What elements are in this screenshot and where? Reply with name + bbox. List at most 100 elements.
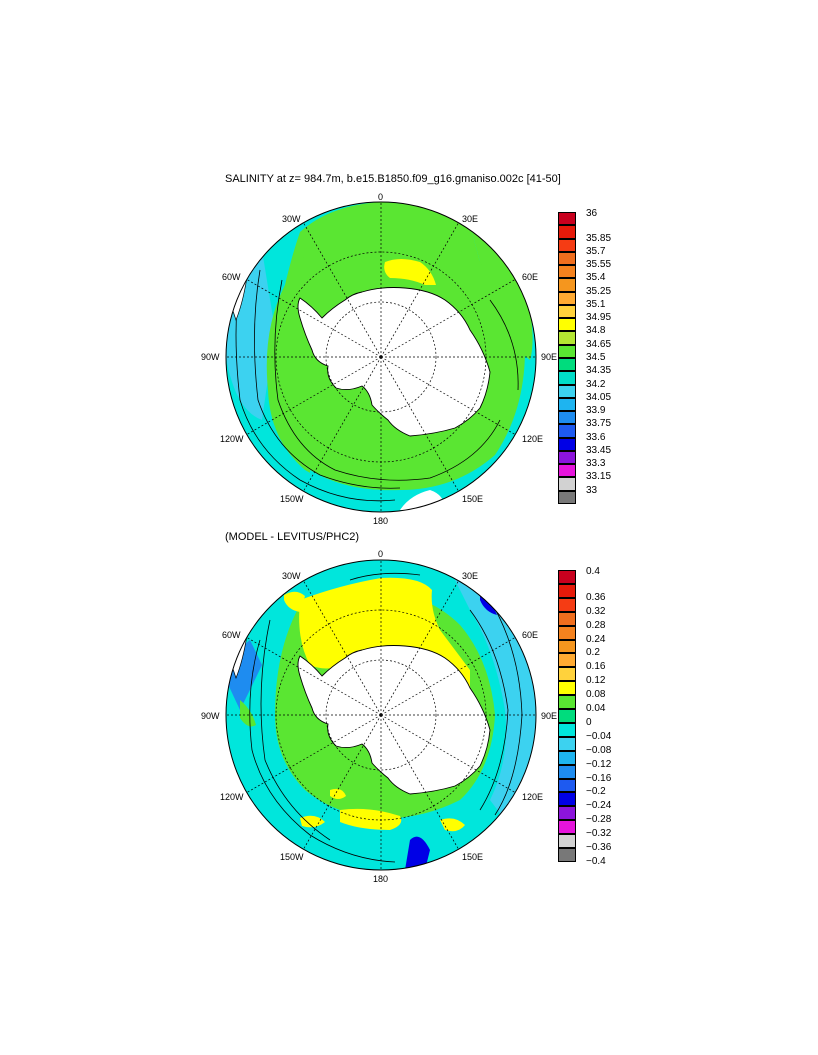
lon-label: 30E <box>462 214 479 224</box>
colorbar-label: −0.2 <box>586 786 606 798</box>
lon-label: 60W <box>222 272 241 282</box>
lon-label: 150W <box>280 494 304 504</box>
colorbar-swatch <box>558 265 576 279</box>
lon-label: 90E <box>541 352 558 362</box>
panel2-title: (MODEL - LEVITUS/PHC2) <box>225 531 360 543</box>
colorbar-swatch <box>558 318 576 332</box>
colorbar-swatch <box>558 490 576 504</box>
colorbar-label: 0.16 <box>586 661 606 673</box>
colorbar-label: −0.08 <box>586 744 612 756</box>
colorbar-swatch <box>558 806 576 821</box>
colorbar-label: −0.16 <box>586 772 612 784</box>
colorbar-swatch <box>558 597 576 612</box>
colorbar-label: 34.2 <box>586 378 606 390</box>
colorbar-label: 0.12 <box>586 675 606 687</box>
colorbar-swatch <box>558 384 576 398</box>
colorbar-swatch <box>558 291 576 305</box>
colorbar-swatch <box>558 397 576 412</box>
colorbar-label: 34.95 <box>586 312 612 324</box>
lon-label: 180 <box>373 516 389 526</box>
colorbar-label: −0.04 <box>586 730 612 742</box>
lon-label: 30W <box>282 571 301 581</box>
colorbar-swatch <box>558 570 576 584</box>
colorbar-label: −0.32 <box>586 828 612 840</box>
colorbar-label: 34.65 <box>586 338 612 350</box>
colorbar-swatch <box>558 358 576 372</box>
colorbar-swatch <box>558 695 576 710</box>
colorbar-label: 0.4 <box>586 566 600 577</box>
lon-label: 150W <box>280 852 304 862</box>
lon-label: 0 <box>378 192 384 202</box>
lon-label: 90W <box>201 711 220 721</box>
colorbar-label: 33.15 <box>586 471 612 483</box>
colorbar-label: 35.1 <box>586 298 606 310</box>
colorbar-swatch <box>558 344 576 358</box>
lon-label: 90W <box>201 352 220 362</box>
lon-label: 150E <box>462 852 484 862</box>
lon-label: 30W <box>282 214 301 224</box>
lon-label: 120W <box>220 434 244 444</box>
colorbar-swatch <box>558 371 576 385</box>
colorbar-label: 0.36 <box>586 591 606 603</box>
lon-label: 90E <box>541 711 558 721</box>
colorbar-swatch <box>558 251 576 266</box>
colorbar-label: 34.35 <box>586 365 612 377</box>
colorbar-label: −0.12 <box>586 758 612 770</box>
lon-label: 120E <box>522 434 544 444</box>
salinity-colorbar: 36 35.85 35.7 35.55 35.4 35.25 35.1 34.95 34.8 34… <box>558 208 618 508</box>
colorbar-label: 0.32 <box>586 605 606 617</box>
colorbar-label: −0.28 <box>586 814 612 826</box>
colorbar-swatch <box>558 304 576 319</box>
colorbar-swatch <box>558 450 576 465</box>
colorbar-label: 35.85 <box>586 232 612 244</box>
salinity-field <box>226 202 536 512</box>
lon-label: 120W <box>220 792 244 802</box>
colorbar-swatch <box>558 278 576 292</box>
colorbar-swatch <box>558 736 576 751</box>
lon-label: 60E <box>522 272 539 282</box>
lon-label: 30E <box>462 571 479 581</box>
colorbar-swatch <box>558 212 576 226</box>
colorbar-swatch <box>558 477 576 491</box>
colorbar-label: 33.75 <box>586 418 612 430</box>
lon-label: 0 <box>378 549 384 559</box>
lon-label: 150E <box>462 494 484 504</box>
colorbar-swatch <box>558 225 576 239</box>
colorbar-label: 33.45 <box>586 444 612 456</box>
colorbar-label: 36 <box>586 208 598 219</box>
colorbar-label: 0.08 <box>586 689 606 701</box>
colorbar-swatch <box>558 611 576 626</box>
colorbar-swatch <box>558 750 576 765</box>
colorbar-swatch <box>558 764 576 779</box>
difference-field <box>226 560 536 870</box>
colorbar-label: 35.7 <box>586 245 606 257</box>
colorbar-swatch <box>558 411 576 425</box>
colorbar-swatch <box>558 848 576 862</box>
colorbar-label: 34.8 <box>586 325 606 337</box>
colorbar-swatch <box>558 331 576 345</box>
colorbar-label: 0 <box>586 716 592 728</box>
lon-label: 60E <box>522 630 539 640</box>
colorbar-swatch <box>558 424 576 438</box>
colorbar-label: 33 <box>586 484 598 496</box>
colorbar-label: 0.24 <box>586 633 606 645</box>
colorbar-swatch <box>558 639 576 654</box>
colorbar-swatch <box>558 681 576 696</box>
colorbar-label: 34.5 <box>586 352 606 363</box>
colorbar-swatch <box>558 820 576 835</box>
colorbar-swatch <box>558 709 576 723</box>
colorbar-swatch <box>558 238 576 252</box>
lon-label: 120E <box>522 792 544 802</box>
panel1-title: SALINITY at z= 984.7m, b.e15.B1850.f09_g… <box>225 173 561 185</box>
colorbar-label: 33.9 <box>586 405 606 417</box>
colorbar-swatch <box>558 778 576 793</box>
colorbar-label: 0.28 <box>586 619 606 631</box>
colorbar-label: 0.04 <box>586 703 606 715</box>
colorbar-swatch <box>558 653 576 668</box>
colorbar-label: 0.2 <box>586 647 600 659</box>
colorbar-label: 35.4 <box>586 272 606 284</box>
colorbar-label: −0.24 <box>586 800 612 812</box>
colorbar-label: 35.25 <box>586 285 612 297</box>
colorbar-label: 33.3 <box>586 458 606 470</box>
